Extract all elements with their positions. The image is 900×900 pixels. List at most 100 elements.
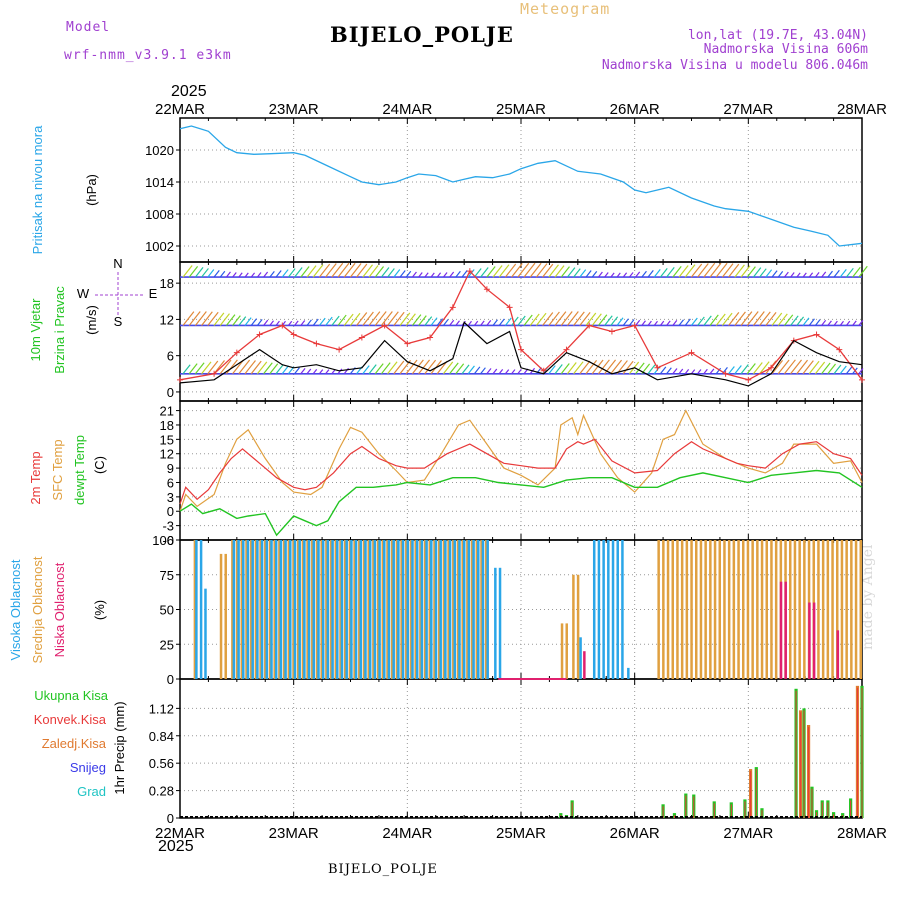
- wind-barb: [312, 369, 318, 375]
- cloud-mid-bar: [249, 540, 253, 679]
- cloud-mid-bar: [282, 540, 286, 679]
- y-tick-label: 3: [167, 490, 174, 505]
- wind-barb: [449, 362, 459, 375]
- wind-barb: [566, 362, 577, 375]
- wind-barb: [480, 367, 486, 375]
- wind-barb: [461, 364, 470, 375]
- cloud-high-bar: [350, 540, 353, 679]
- wind-barb: [802, 360, 814, 375]
- gust-marker: [540, 367, 547, 374]
- wind-barb: [783, 271, 789, 278]
- cloud-high-bar: [289, 540, 292, 679]
- y-tick-label: 0: [167, 672, 174, 687]
- wind-barb: [225, 271, 231, 278]
- y-tick-label: 1.12: [149, 701, 174, 716]
- cloud-mid-bar: [395, 540, 399, 679]
- wind-barb: [740, 265, 751, 278]
- wind-barb: [839, 365, 847, 375]
- cloud-mid-bar: [405, 540, 408, 679]
- y-tick-label: 75: [160, 568, 174, 583]
- cloud-mid-bar: [381, 540, 385, 679]
- wind-barb: [300, 266, 310, 278]
- wind-barb: [486, 368, 492, 375]
- cloud-high-bar: [321, 540, 325, 679]
- wind-barb: [752, 311, 765, 326]
- cloud-mid-bar: [278, 540, 281, 679]
- cloud-high-bar: [467, 540, 471, 679]
- cloud-high-bar: [494, 567, 497, 679]
- cloud-mid-bar: [770, 540, 773, 679]
- wind-barb: [554, 265, 565, 278]
- wind-barb: [783, 359, 796, 375]
- cloud-mid-bar: [315, 540, 319, 679]
- wind-barb: [244, 317, 252, 326]
- y-tick-label: 0: [167, 385, 174, 400]
- cloud-mid-bar: [353, 540, 356, 679]
- wind-barb: [604, 359, 617, 375]
- ylabel-dewpt: dewpt Temp: [72, 435, 87, 505]
- cloud-mid-bar: [329, 540, 333, 679]
- cloud-mid-bar: [470, 540, 474, 679]
- station-title: BIJELO_POLJE: [330, 22, 514, 47]
- wind-barb: [436, 318, 444, 326]
- cloud-low-bar: [784, 581, 787, 679]
- cloud-high-bar: [592, 540, 596, 679]
- wind-barb: [461, 270, 468, 278]
- wind-barb: [399, 270, 406, 278]
- wind-barb: [362, 365, 370, 375]
- precip-conv-bar: [821, 802, 823, 818]
- wind-barb: [337, 262, 350, 278]
- series-sfc-temp: [179, 409, 863, 512]
- cloud-mid-bar: [339, 540, 342, 679]
- gust-marker: [745, 376, 752, 383]
- wind-barb: [374, 363, 384, 375]
- wind-barb: [244, 272, 249, 278]
- cloud-high-bar: [256, 540, 259, 679]
- cloud-high-bar: [298, 540, 301, 679]
- gust-marker: [654, 364, 661, 371]
- legend-precip-4: Grad: [77, 784, 106, 799]
- cloud-high-bar: [616, 540, 619, 679]
- wind-barb: [542, 312, 554, 326]
- cloud-mid-bar: [372, 540, 375, 679]
- wind-barb: [678, 265, 689, 278]
- cloud-mid-bar: [821, 540, 825, 679]
- wind-barb: [839, 268, 847, 278]
- wind-barb: [244, 360, 256, 375]
- cloud-mid-bar: [245, 540, 248, 679]
- wind-barb: [802, 317, 810, 326]
- gust-marker: [449, 304, 456, 311]
- cloud-high-bar: [458, 540, 461, 679]
- gust-marker: [506, 304, 513, 311]
- wind-barb: [728, 366, 735, 375]
- cloud-mid-bar: [831, 540, 834, 679]
- ylabel-cloud-high: Visoka Oblacnost: [8, 559, 23, 660]
- precip-conv-bar: [693, 796, 695, 818]
- cloud-mid-bar: [386, 540, 389, 679]
- cloud-high-bar: [354, 540, 358, 679]
- wind-barb: [610, 272, 615, 278]
- cloud-high-bar: [611, 540, 615, 679]
- wind-barb: [424, 359, 437, 375]
- cloud-mid-bar: [737, 540, 740, 679]
- precip-conv-bar: [662, 806, 664, 818]
- wind-barb: [281, 365, 289, 375]
- wind-barb: [697, 369, 702, 375]
- gust-marker: [813, 331, 820, 338]
- wind-barb: [535, 263, 548, 278]
- wind-barb: [411, 359, 424, 375]
- wind-barb: [684, 264, 696, 278]
- cloud-high-bar: [359, 540, 363, 679]
- cloud-mid-bar: [817, 540, 820, 679]
- cloud-mid-bar: [296, 540, 300, 679]
- date-label-top: 22MAR: [155, 101, 205, 118]
- wind-barb: [839, 320, 844, 326]
- date-label-bottom: 22MAR: [155, 825, 205, 842]
- y-tick-label: 1002: [145, 239, 174, 254]
- wind-barb: [666, 367, 672, 375]
- wind-barb: [622, 360, 634, 375]
- date-label-bottom: 25MAR: [496, 825, 546, 842]
- wind-barb: [194, 311, 207, 326]
- cloud-high-bar: [364, 540, 367, 679]
- wind-barb: [473, 366, 481, 375]
